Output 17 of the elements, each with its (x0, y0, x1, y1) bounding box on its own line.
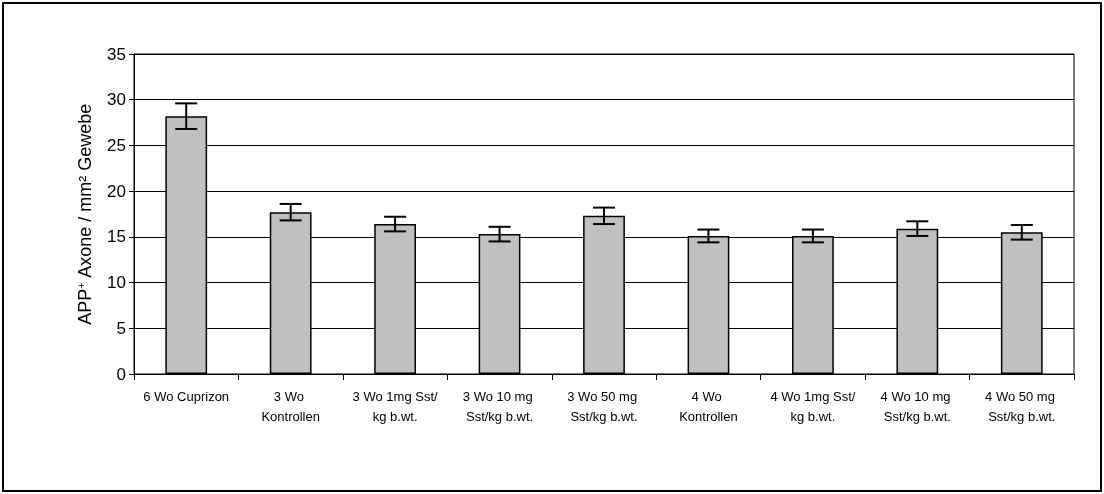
y-tick-label: 35 (107, 44, 126, 64)
x-tick-label: 3 Wo 1mg Sst/kg b.wt. (352, 388, 439, 424)
y-tick-label: 15 (107, 227, 126, 247)
x-tick-label: 4 Wo 1mg Sst/kg b.wt. (770, 388, 856, 424)
x-tick-label: 4 Wo 50 mg Sst/kg b.wt. (985, 388, 1059, 424)
x-tick-label: 3 Wo Kontrollen (261, 388, 320, 424)
y-tick-label: 5 (116, 318, 126, 338)
x-tick-label: 3 Wo 10 mg Sst/kg b.wt. (462, 388, 537, 424)
y-tick-label: 30 (107, 90, 126, 110)
x-tick-label: 4 Wo 10 mg Sst/kg b.wt. (880, 388, 955, 424)
y-tick-label: 0 (116, 364, 126, 384)
x-tick-label: 4 Wo Kontrollen (679, 388, 738, 424)
x-tick-label: 6 Wo Cuprizon (143, 388, 230, 404)
y-tick-label: 25 (107, 135, 126, 155)
x-tick-label: 3 Wo 50 mg Sst/kg b.wt. (567, 388, 641, 424)
y-tick-label: 20 (107, 181, 126, 201)
y-tick-label: 10 (107, 273, 126, 293)
